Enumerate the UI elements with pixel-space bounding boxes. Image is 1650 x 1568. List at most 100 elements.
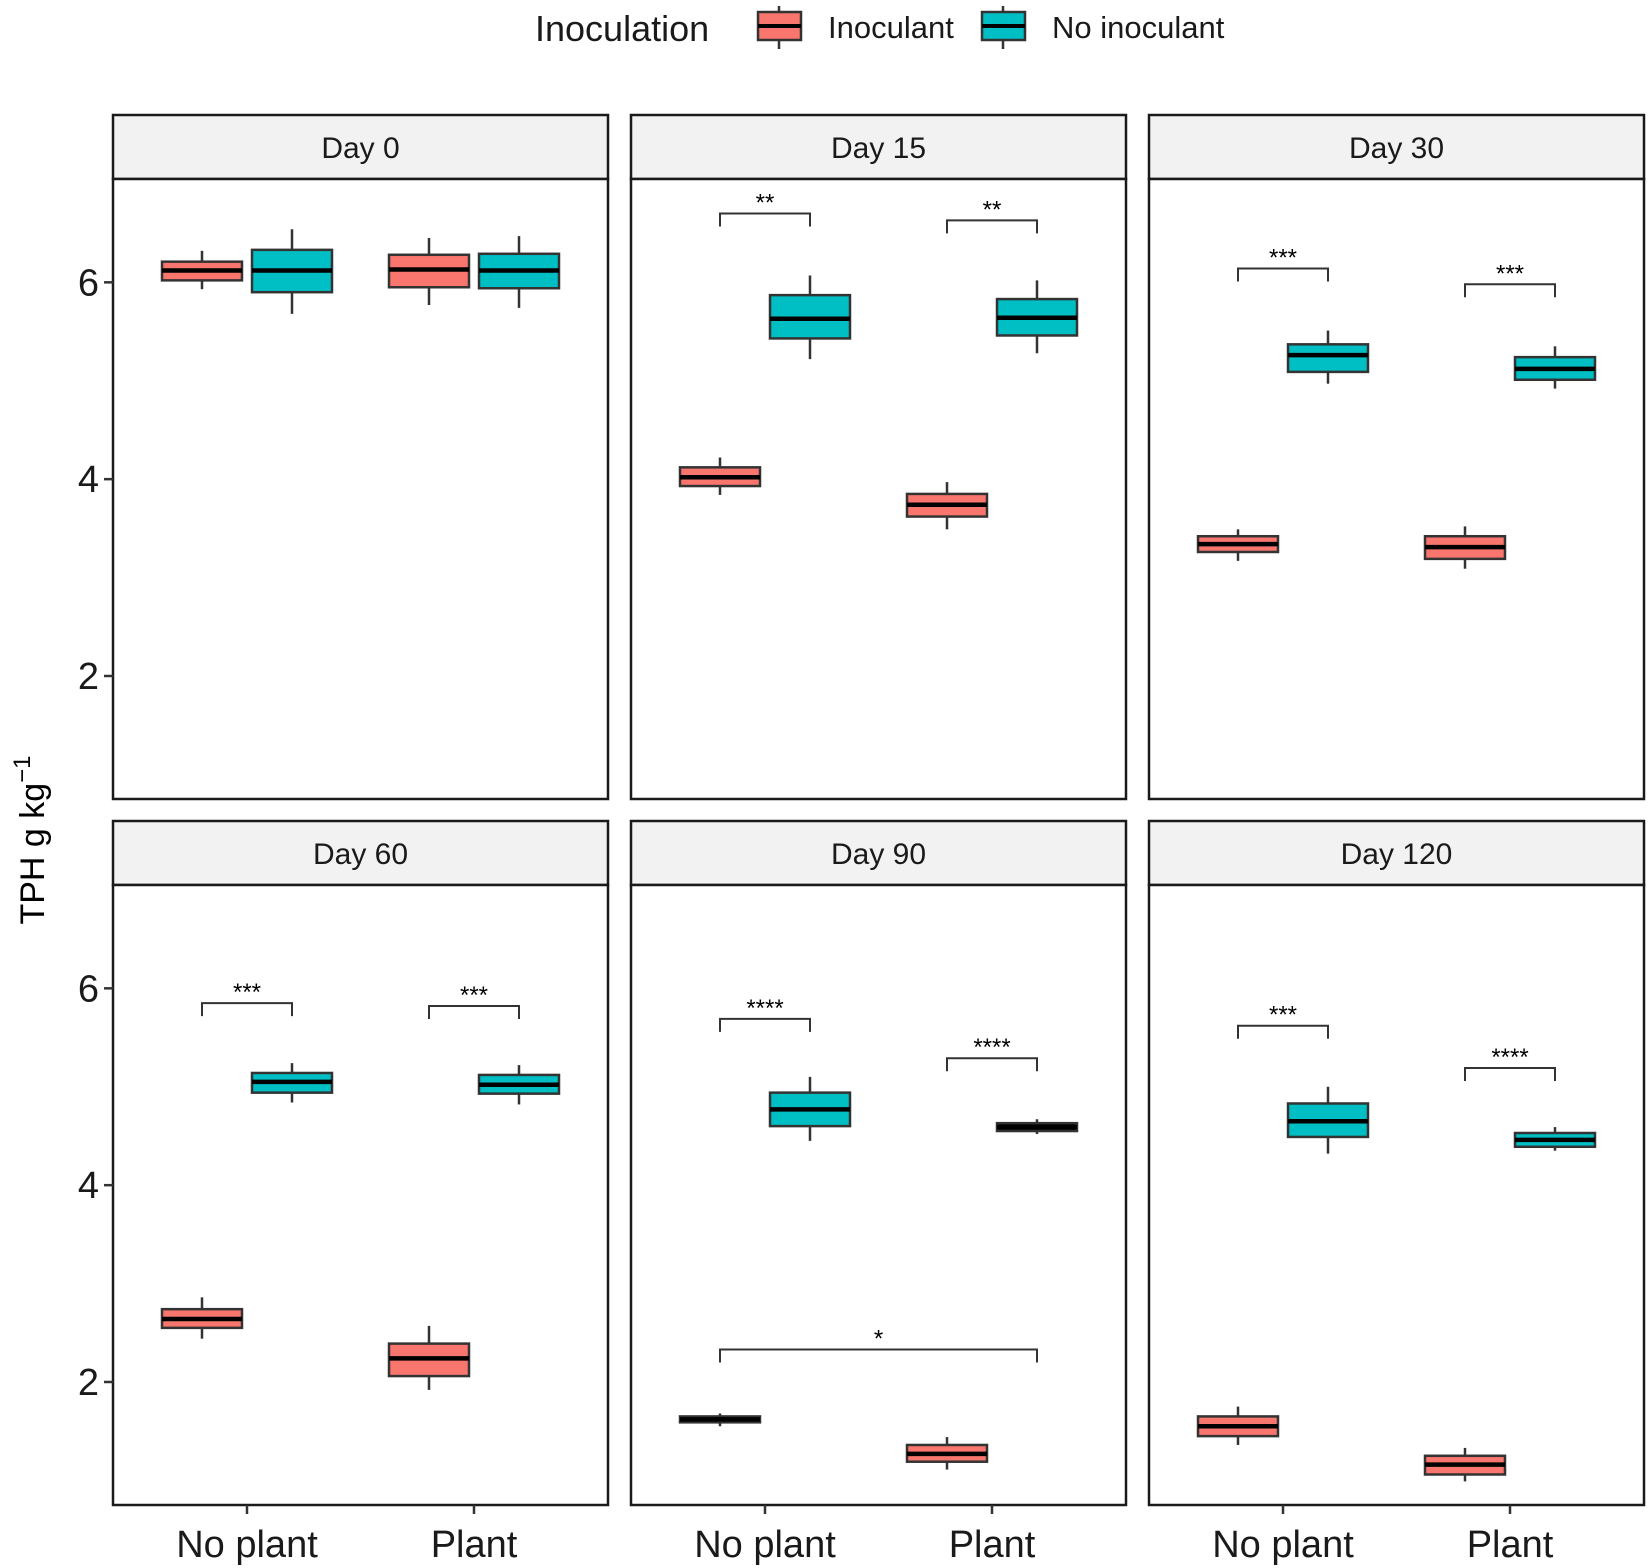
box-inoculant bbox=[1196, 529, 1280, 561]
significance-label: *** bbox=[1269, 1002, 1297, 1029]
y-axis-title-base: TPH g kg bbox=[14, 783, 52, 925]
facet-strip bbox=[629, 819, 1128, 887]
box-inoculant bbox=[160, 1297, 244, 1339]
bracket-line bbox=[719, 1348, 1038, 1363]
box-inoculant bbox=[387, 1325, 471, 1390]
significance-label: ** bbox=[756, 189, 775, 216]
box-no-inoculant bbox=[995, 1119, 1079, 1134]
box-no-inoculant bbox=[250, 1063, 334, 1103]
facet-title: Day 0 bbox=[321, 132, 399, 165]
significance-label: **** bbox=[973, 1034, 1010, 1061]
box-no-inoculant bbox=[1286, 1086, 1370, 1154]
box-no-inoculant bbox=[477, 236, 561, 308]
box-inoculant bbox=[160, 250, 244, 290]
box-no-inoculant bbox=[995, 280, 1079, 354]
box-inoculant bbox=[1423, 526, 1507, 569]
bracket-line bbox=[428, 1005, 520, 1020]
significance-bracket: * bbox=[719, 1326, 1038, 1363]
panel-border bbox=[629, 883, 1128, 1507]
y-axis-title-superscript: −1 bbox=[9, 755, 36, 782]
panel-border bbox=[1147, 883, 1646, 1507]
significance-bracket: ** bbox=[719, 189, 811, 227]
legend-label-no-inoculant: No inoculant bbox=[1052, 10, 1225, 45]
facet-strip bbox=[1147, 113, 1646, 181]
box-no-inoculant bbox=[250, 229, 334, 314]
legend-key-no-inoculant bbox=[980, 6, 1027, 49]
bracket-line bbox=[1237, 1024, 1329, 1039]
facet-strip bbox=[629, 113, 1128, 181]
x-tick-label: Plant bbox=[949, 1524, 1036, 1566]
significance-label: ** bbox=[983, 196, 1002, 223]
y-axis-title: TPH g kg−1 bbox=[9, 755, 52, 924]
box-inoculant bbox=[678, 457, 762, 495]
y-tick-label: 6 bbox=[78, 968, 99, 1010]
significance-label: **** bbox=[746, 995, 783, 1022]
facet-panel: Day 30 *** *** bbox=[1147, 113, 1646, 801]
bracket-line bbox=[946, 219, 1038, 234]
legend-label-inoculant: Inoculant bbox=[828, 10, 954, 45]
significance-label: **** bbox=[1491, 1044, 1528, 1071]
box-inoculant bbox=[1423, 1447, 1507, 1482]
facet-title: Day 30 bbox=[1349, 132, 1444, 165]
significance-bracket: *** bbox=[1464, 260, 1556, 298]
box-no-inoculant bbox=[1286, 330, 1370, 384]
facet-strip bbox=[111, 113, 610, 181]
facet-title: Day 120 bbox=[1341, 838, 1453, 871]
bracket-line bbox=[1464, 1067, 1556, 1082]
significance-bracket: ** bbox=[946, 196, 1038, 234]
bracket-line bbox=[1237, 267, 1329, 282]
significance-label: *** bbox=[1269, 245, 1297, 272]
x-tick-label: Plant bbox=[431, 1524, 518, 1566]
box-no-inoculant bbox=[768, 1076, 852, 1141]
legend-title: Inoculation bbox=[535, 8, 709, 49]
y-tick-label: 4 bbox=[78, 459, 99, 501]
significance-bracket: **** bbox=[1464, 1044, 1556, 1082]
bracket-line bbox=[946, 1057, 1038, 1072]
bracket-line bbox=[201, 1002, 293, 1017]
facet-title: Day 90 bbox=[831, 838, 926, 871]
y-tick-label: 4 bbox=[78, 1165, 99, 1207]
box-no-inoculant bbox=[477, 1065, 561, 1105]
bracket-line bbox=[719, 212, 811, 227]
facet-strip bbox=[1147, 819, 1646, 887]
bracket-line bbox=[719, 1017, 811, 1032]
facet-strip bbox=[111, 819, 610, 887]
box-body bbox=[1286, 343, 1370, 374]
legend: Inoculation Inoculant No inoculant bbox=[535, 6, 1225, 49]
box-inoculant bbox=[905, 482, 989, 530]
facet-panel: Day 15 ** ** bbox=[629, 113, 1128, 801]
significance-bracket: *** bbox=[201, 979, 293, 1017]
box-inoculant bbox=[1196, 1406, 1280, 1445]
box-inoculant bbox=[905, 1437, 989, 1470]
facet-title: Day 15 bbox=[831, 132, 926, 165]
x-tick-label: No plant bbox=[1212, 1524, 1354, 1566]
significance-bracket: **** bbox=[719, 995, 811, 1032]
significance-bracket: *** bbox=[1237, 245, 1329, 282]
box-inoculant bbox=[678, 1413, 762, 1427]
panel-border bbox=[629, 177, 1128, 801]
panel-border bbox=[1147, 177, 1646, 801]
y-tick-label: 2 bbox=[78, 1362, 99, 1404]
box-no-inoculant bbox=[1513, 1127, 1597, 1151]
facet-panel: Day 60 2 4 6 No plant Plant *** *** bbox=[78, 819, 610, 1566]
panel-border bbox=[111, 883, 610, 1507]
significance-label: *** bbox=[460, 982, 488, 1009]
x-tick-label: No plant bbox=[176, 1524, 318, 1566]
significance-label: *** bbox=[1496, 260, 1524, 287]
significance-label: * bbox=[874, 1326, 883, 1353]
y-tick-label: 2 bbox=[78, 656, 99, 698]
facet-panel: Day 0 2 4 6 bbox=[78, 113, 610, 801]
box-inoculant bbox=[387, 238, 471, 305]
facet-title: Day 60 bbox=[313, 838, 408, 871]
significance-label: *** bbox=[233, 979, 261, 1006]
x-tick-label: No plant bbox=[694, 1524, 836, 1566]
y-tick-label: 6 bbox=[78, 262, 99, 304]
bracket-line bbox=[1464, 283, 1556, 298]
legend-key-inoculant bbox=[756, 6, 803, 49]
significance-bracket: **** bbox=[946, 1034, 1038, 1072]
significance-bracket: *** bbox=[1237, 1002, 1329, 1039]
